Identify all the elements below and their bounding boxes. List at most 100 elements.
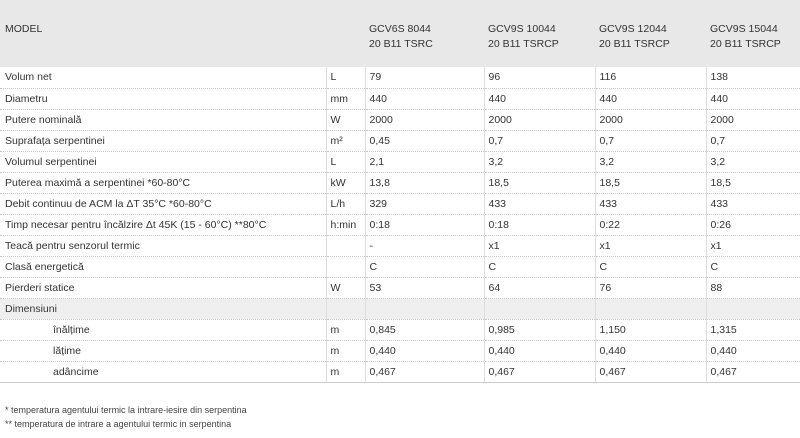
row-unit: h:min <box>325 214 365 236</box>
table-row: Pierderi statice W 53 64 76 88 <box>0 277 800 299</box>
model-name-line: 20 B11 TSRCP <box>488 38 559 50</box>
footnote-2: ** temperatura de intrare a agentului te… <box>5 418 232 429</box>
row-value: 0,467 <box>594 361 706 383</box>
row-value: C <box>594 256 706 278</box>
row-label: Pierderi statice <box>0 277 326 299</box>
row-value: 0,440 <box>364 340 484 362</box>
row-label: Timp necesar pentru încălzire Δt 45K (15… <box>0 214 326 236</box>
row-value: - <box>364 235 484 257</box>
row-value: 0:26 <box>705 214 800 236</box>
row-value: 3,2 <box>705 151 800 173</box>
model-name-line: 20 B11 TSRCP <box>710 38 781 50</box>
row-unit: m <box>325 340 365 362</box>
row-value: 116 <box>594 67 706 89</box>
row-value: 440 <box>705 88 800 110</box>
table-row: Volumul serpentinei L 2,1 3,2 3,2 3,2 <box>0 151 800 173</box>
header-row: MODEL GCV6S 8044 20 B11 TSRC GCV9S 10044 20 … <box>0 0 800 67</box>
row-value: x1 <box>483 235 595 257</box>
group-label: Dimensiuni <box>0 298 326 320</box>
row-label: Teacă pentru senzorul termic <box>0 235 326 257</box>
empty-cell <box>705 298 800 320</box>
row-value: x1 <box>705 235 800 257</box>
row-unit: m² <box>325 130 365 152</box>
row-value: 329 <box>364 193 484 215</box>
row-value: 2000 <box>364 109 484 131</box>
model-header: MODEL <box>0 0 326 67</box>
empty-cell <box>594 298 706 320</box>
empty-cell <box>364 298 484 320</box>
row-value: 18,5 <box>483 172 595 194</box>
row-value: 1,315 <box>705 319 800 341</box>
model-name-line: GCV6S 8044 <box>369 23 431 35</box>
empty-cell <box>325 298 365 320</box>
row-unit: L <box>325 67 365 89</box>
row-unit: W <box>325 109 365 131</box>
row-label: înălțime <box>0 319 326 341</box>
row-value: C <box>364 256 484 278</box>
row-value: 440 <box>483 88 595 110</box>
table-row: lățime m 0,440 0,440 0,440 0,440 <box>0 340 800 362</box>
table-row: adâncime m 0,467 0,467 0,467 0,467 <box>0 361 800 383</box>
row-label: Puterea maximă a serpentinei *60-80°C <box>0 172 326 194</box>
model-name: GCV9S 12044 20 B11 TSRCP <box>595 0 706 67</box>
row-value: 18,5 <box>594 172 706 194</box>
row-value: 0,440 <box>594 340 706 362</box>
row-value: 0,440 <box>705 340 800 362</box>
row-label: Volumul serpentinei <box>0 151 326 173</box>
table-row: înălțime m 0,845 0,985 1,150 1,315 <box>0 319 800 341</box>
row-label: lățime <box>0 340 326 362</box>
table-row: Diametru mm 440 440 440 440 <box>0 88 800 110</box>
row-value: 433 <box>594 193 706 215</box>
model-name-line: 20 B11 TSRC <box>369 38 433 50</box>
row-value: 88 <box>705 277 800 299</box>
footnote-1: * temperatura agentului termic la intrar… <box>5 404 247 415</box>
row-value: 79 <box>364 67 484 89</box>
row-value: 0,7 <box>705 130 800 152</box>
footnotes: * temperatura agentului termic la intrar… <box>0 403 800 431</box>
model-name-line: 20 B11 TSRCP <box>599 38 670 50</box>
model-name: GCV9S 10044 20 B11 TSRCP <box>484 0 595 67</box>
row-label: Suprafața serpentinei <box>0 130 326 152</box>
row-value: 0,440 <box>483 340 595 362</box>
table-row: Teacă pentru senzorul termic - x1 x1 x1 <box>0 235 800 257</box>
table-row: Puterea maximă a serpentinei *60-80°C kW 1… <box>0 172 800 194</box>
row-value: 18,5 <box>705 172 800 194</box>
row-value: 13,8 <box>364 172 484 194</box>
row-unit: L <box>325 151 365 173</box>
table-row: Putere nominală W 2000 2000 2000 2000 <box>0 109 800 131</box>
row-value: 0,985 <box>483 319 595 341</box>
row-value: 433 <box>483 193 595 215</box>
row-value: 76 <box>594 277 706 299</box>
table-row: Clasă energetică C C C C <box>0 256 800 278</box>
table-row: Volum net L 79 96 116 138 <box>0 67 800 89</box>
row-value: 0:22 <box>594 214 706 236</box>
row-value: 0,7 <box>483 130 595 152</box>
row-label: Putere nominală <box>0 109 326 131</box>
model-name-line: GCV9S 12044 <box>599 23 667 35</box>
row-value: 1,150 <box>594 319 706 341</box>
row-value: 0:18 <box>483 214 595 236</box>
row-value: 0,7 <box>594 130 706 152</box>
row-unit <box>325 235 365 257</box>
model-name: GCV9S 15044 20 B11 TSRCP <box>706 0 800 67</box>
row-value: 2000 <box>594 109 706 131</box>
table-row: Timp necesar pentru încălzire Δt 45K (15… <box>0 214 800 236</box>
table-row: Debit continuu de ACM la ΔT 35°C *60-80°… <box>0 193 800 215</box>
row-value: 440 <box>364 88 484 110</box>
row-value: x1 <box>594 235 706 257</box>
row-value: 440 <box>594 88 706 110</box>
row-label: Volum net <box>0 67 326 89</box>
row-label: Clasă energetică <box>0 256 326 278</box>
row-value: 0,467 <box>364 361 484 383</box>
row-unit: kW <box>325 172 365 194</box>
row-value: C <box>483 256 595 278</box>
row-value: 3,2 <box>594 151 706 173</box>
row-value: 0,467 <box>705 361 800 383</box>
row-unit: m <box>325 319 365 341</box>
row-unit <box>325 256 365 278</box>
row-label: adâncime <box>0 361 326 383</box>
row-value: C <box>705 256 800 278</box>
row-value: 0,845 <box>364 319 484 341</box>
row-value: 2000 <box>483 109 595 131</box>
row-value: 2000 <box>705 109 800 131</box>
